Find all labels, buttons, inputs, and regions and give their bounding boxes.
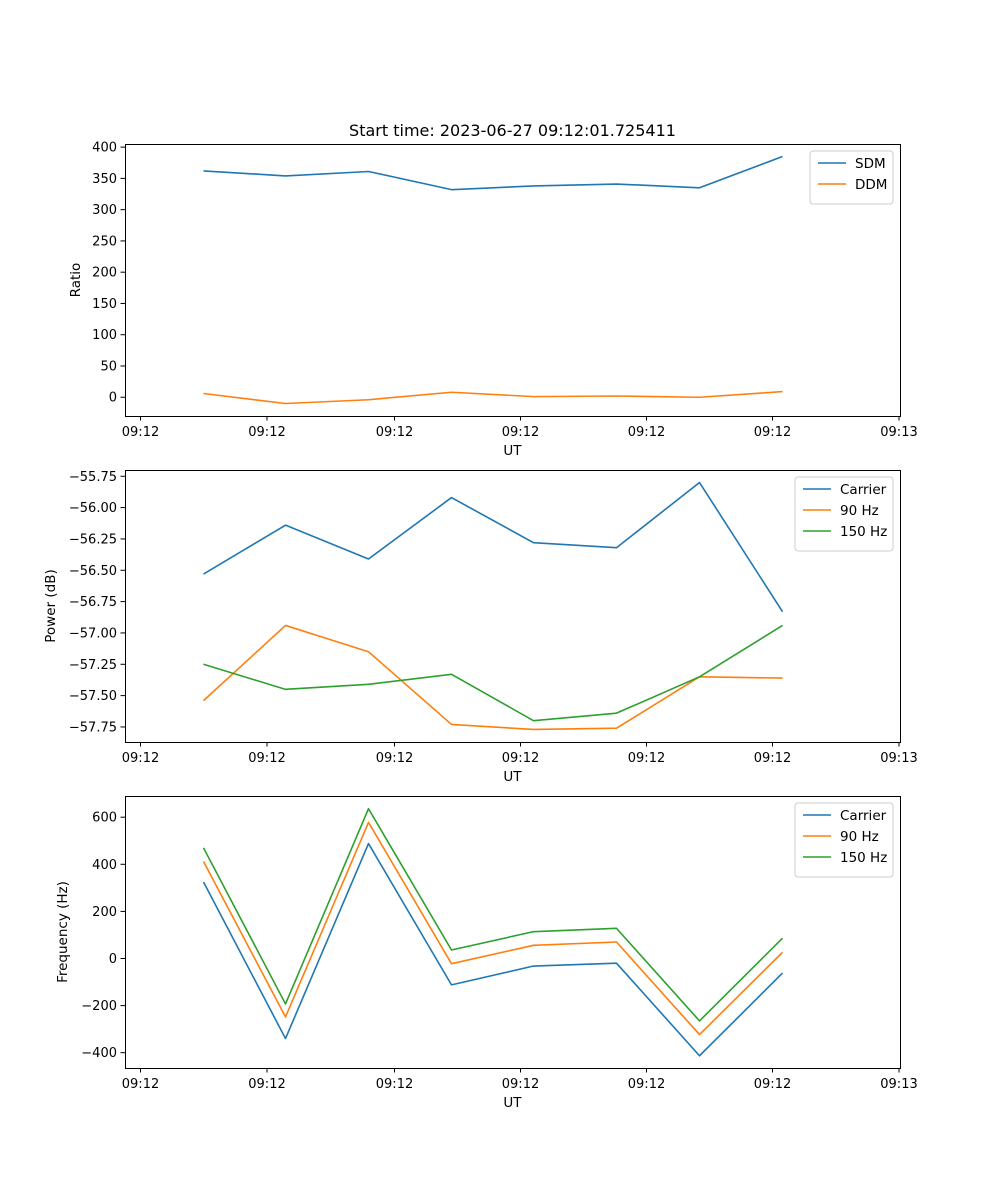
y-tick-label: 400 <box>92 141 117 156</box>
y-tick-label: −200 <box>81 999 117 1014</box>
x-tick-label: 09:12 <box>502 1077 539 1092</box>
legend-label: 150 Hz <box>840 524 887 540</box>
x-tick-label: 09:13 <box>880 751 917 766</box>
series-line-carrier <box>203 481 784 613</box>
x-tick-label: 09:13 <box>880 425 917 440</box>
series-line-sdm <box>203 155 783 191</box>
panel-2: 09:12 09:12 09:12 09:12 09:12 09:12 09:13 −57.7… <box>43 470 918 785</box>
y-tick-label: 250 <box>92 234 117 249</box>
panel-1: 09:12 09:12 09:12 09:12 09:12 09:12 09:13 0 50 10… <box>68 141 918 459</box>
legend-label: SDM <box>855 156 886 172</box>
legend-label: DDM <box>855 177 887 193</box>
x-axis-label: UT <box>503 1095 522 1111</box>
legend: Carrier 90 Hz 150 Hz <box>794 802 894 878</box>
x-tick-label: 09:13 <box>880 1077 917 1092</box>
x-tick-label: 09:12 <box>754 425 791 440</box>
y-tick-label: 100 <box>92 328 117 343</box>
series-lines <box>202 481 784 731</box>
y-tick-label: −56.50 <box>69 564 117 579</box>
x-tick-label: 09:12 <box>628 425 665 440</box>
y-tick-label: 350 <box>92 172 117 187</box>
legend-label: 150 Hz <box>840 850 887 866</box>
series-lines <box>203 155 783 405</box>
y-tick-label: −57.50 <box>69 689 117 704</box>
y-tick-label: −400 <box>81 1046 117 1061</box>
y-tick-label: 0 <box>109 952 117 967</box>
y-tick-label: 150 <box>92 297 117 312</box>
y-tick-label: −55.75 <box>69 470 117 485</box>
y-tick-label: 50 <box>100 359 117 374</box>
y-axis-label: Power (dB) <box>43 569 59 642</box>
legend: SDM DDM <box>809 150 894 205</box>
legend-label: 90 Hz <box>840 829 879 845</box>
panels: 09:12 09:12 09:12 09:12 09:12 09:12 09:13 0 50 10… <box>43 141 918 1111</box>
x-tick-label: 09:12 <box>122 751 159 766</box>
y-tick-label: −57.00 <box>69 626 117 641</box>
x-tick-label: 09:12 <box>502 425 539 440</box>
y-tick-label: −56.75 <box>69 595 117 610</box>
x-axis-label: UT <box>503 443 522 459</box>
x-tick-label: 09:12 <box>122 425 159 440</box>
y-tick-label: 200 <box>92 905 117 920</box>
x-tick-label: 09:12 <box>754 1077 791 1092</box>
series-line-90-hz <box>202 821 784 1036</box>
panel-3: 09:12 09:12 09:12 09:12 09:12 09:12 09:13 −400 −… <box>55 796 918 1111</box>
y-tick-label: 400 <box>92 858 117 873</box>
figure-title: Start time: 2023-06-27 09:12:01.725411 <box>349 121 676 140</box>
x-tick-label: 09:12 <box>376 751 413 766</box>
x-axis-label: UT <box>503 769 522 785</box>
x-tick-label: 09:12 <box>628 751 665 766</box>
y-tick-label: −57.75 <box>69 720 117 735</box>
x-tick-label: 09:12 <box>248 1077 285 1092</box>
x-tick-label: 09:12 <box>376 1077 413 1092</box>
y-tick-label: 600 <box>92 811 117 826</box>
series-line-150-hz <box>203 624 783 722</box>
y-tick-label: −56.25 <box>69 532 117 547</box>
y-tick-label: 300 <box>92 203 117 218</box>
x-tick-label: 09:12 <box>122 1077 159 1092</box>
series-lines <box>202 807 784 1057</box>
y-axis-label: Ratio <box>68 263 84 298</box>
axes-frame <box>125 144 901 417</box>
axes-frame <box>125 796 901 1069</box>
series-line-90-hz <box>202 624 783 731</box>
legend-label: Carrier <box>840 808 887 824</box>
series-line-ddm <box>203 390 783 405</box>
axes-frame <box>125 470 901 743</box>
x-tick-label: 09:12 <box>376 425 413 440</box>
x-tick-label: 09:12 <box>502 751 539 766</box>
legend-label: Carrier <box>840 482 887 498</box>
y-axis-label: Frequency (Hz) <box>55 881 71 983</box>
x-tick-label: 09:12 <box>628 1077 665 1092</box>
x-tick-label: 09:12 <box>248 425 285 440</box>
series-line-carrier <box>202 842 784 1057</box>
legend-label: 90 Hz <box>840 503 879 519</box>
y-tick-label: −57.25 <box>69 658 117 673</box>
legend: Carrier 90 Hz 150 Hz <box>794 476 894 552</box>
y-tick-label: −56.00 <box>69 501 117 516</box>
series-line-150-hz <box>202 807 784 1022</box>
y-tick-label: 0 <box>109 391 117 406</box>
x-tick-label: 09:12 <box>754 751 791 766</box>
x-tick-label: 09:12 <box>248 751 285 766</box>
y-tick-label: 200 <box>92 266 117 281</box>
